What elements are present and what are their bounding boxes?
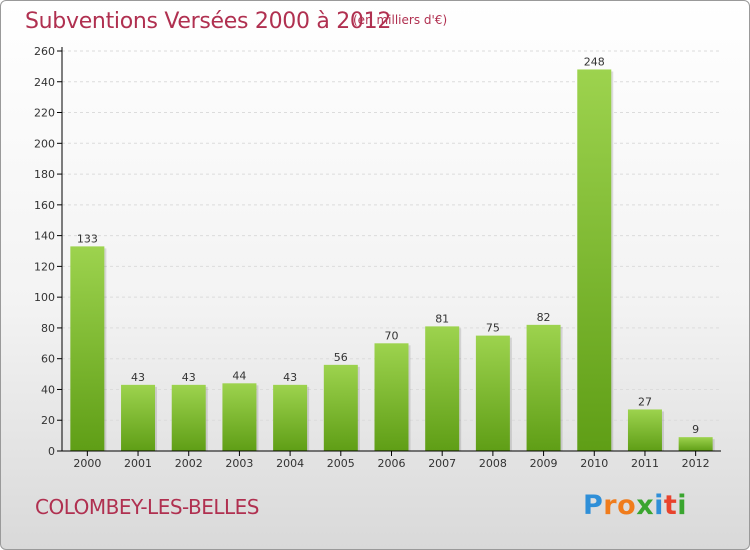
x-tick-label: 2004 [276, 457, 304, 470]
bar[interactable] [374, 343, 409, 451]
bar[interactable] [425, 326, 460, 451]
bar-value-label: 82 [537, 311, 551, 324]
logo-letter: t [663, 490, 678, 521]
bar[interactable] [323, 364, 358, 451]
x-tick-label: 2005 [327, 457, 355, 470]
logo-letter: P [583, 490, 604, 521]
bar[interactable] [121, 384, 156, 451]
x-tick-label: 2009 [530, 457, 558, 470]
bar-value-label: 248 [584, 55, 605, 68]
y-tick-label: 80 [41, 322, 55, 335]
y-tick-label: 180 [34, 168, 55, 181]
bar-value-label: 43 [131, 371, 145, 384]
logo-letter: x [636, 490, 655, 521]
bar[interactable] [273, 384, 308, 451]
bar[interactable] [577, 69, 612, 451]
bar[interactable] [171, 384, 206, 451]
bar-value-label: 75 [486, 322, 500, 335]
y-tick-label: 100 [34, 291, 55, 304]
x-tick-label: 2006 [378, 457, 406, 470]
bar-value-label: 43 [182, 371, 196, 384]
logo-letter: i [677, 490, 688, 521]
bar[interactable] [627, 409, 662, 451]
y-tick-label: 120 [34, 260, 55, 273]
logo-letter: r [603, 490, 618, 521]
bar-value-label: 70 [385, 329, 399, 342]
bar-value-label: 44 [232, 369, 246, 382]
proxiti-logo[interactable]: Proxiti [583, 490, 687, 521]
bar[interactable] [678, 437, 713, 451]
bar-value-label: 133 [77, 232, 98, 245]
x-tick-label: 2003 [225, 457, 253, 470]
bar-value-label: 81 [435, 312, 449, 325]
x-tick-label: 2008 [479, 457, 507, 470]
y-tick-label: 160 [34, 199, 55, 212]
y-tick-label: 200 [34, 137, 55, 150]
y-tick-label: 20 [41, 414, 55, 427]
x-tick-label: 2001 [124, 457, 152, 470]
chart-title: Subventions Versées 2000 à 2012 [25, 9, 392, 34]
bar[interactable] [222, 383, 257, 451]
y-tick-label: 220 [34, 107, 55, 120]
y-tick-label: 240 [34, 76, 55, 89]
logo-letter: o [617, 490, 637, 521]
bar[interactable] [526, 324, 561, 451]
logo-letter: i [654, 490, 664, 521]
bar[interactable] [70, 246, 105, 451]
x-tick-label: 2012 [682, 457, 710, 470]
y-tick-label: 140 [34, 230, 55, 243]
y-tick-label: 0 [48, 445, 55, 458]
x-tick-label: 2007 [428, 457, 456, 470]
bar[interactable] [475, 335, 510, 451]
x-tick-label: 2011 [631, 457, 659, 470]
town-name: COLOMBEY-LES-BELLES [35, 495, 260, 519]
bar-value-label: 27 [638, 395, 652, 408]
bar-value-label: 56 [334, 351, 348, 364]
x-tick-label: 2002 [175, 457, 203, 470]
x-tick-label: 2000 [73, 457, 101, 470]
y-tick-label: 40 [41, 383, 55, 396]
y-tick-label: 60 [41, 353, 55, 366]
y-tick-label: 260 [34, 45, 55, 58]
x-tick-label: 2010 [580, 457, 608, 470]
chart-subtitle: (en milliers d'€) [353, 13, 448, 27]
bar-value-label: 9 [692, 423, 699, 436]
bar-value-label: 43 [283, 371, 297, 384]
